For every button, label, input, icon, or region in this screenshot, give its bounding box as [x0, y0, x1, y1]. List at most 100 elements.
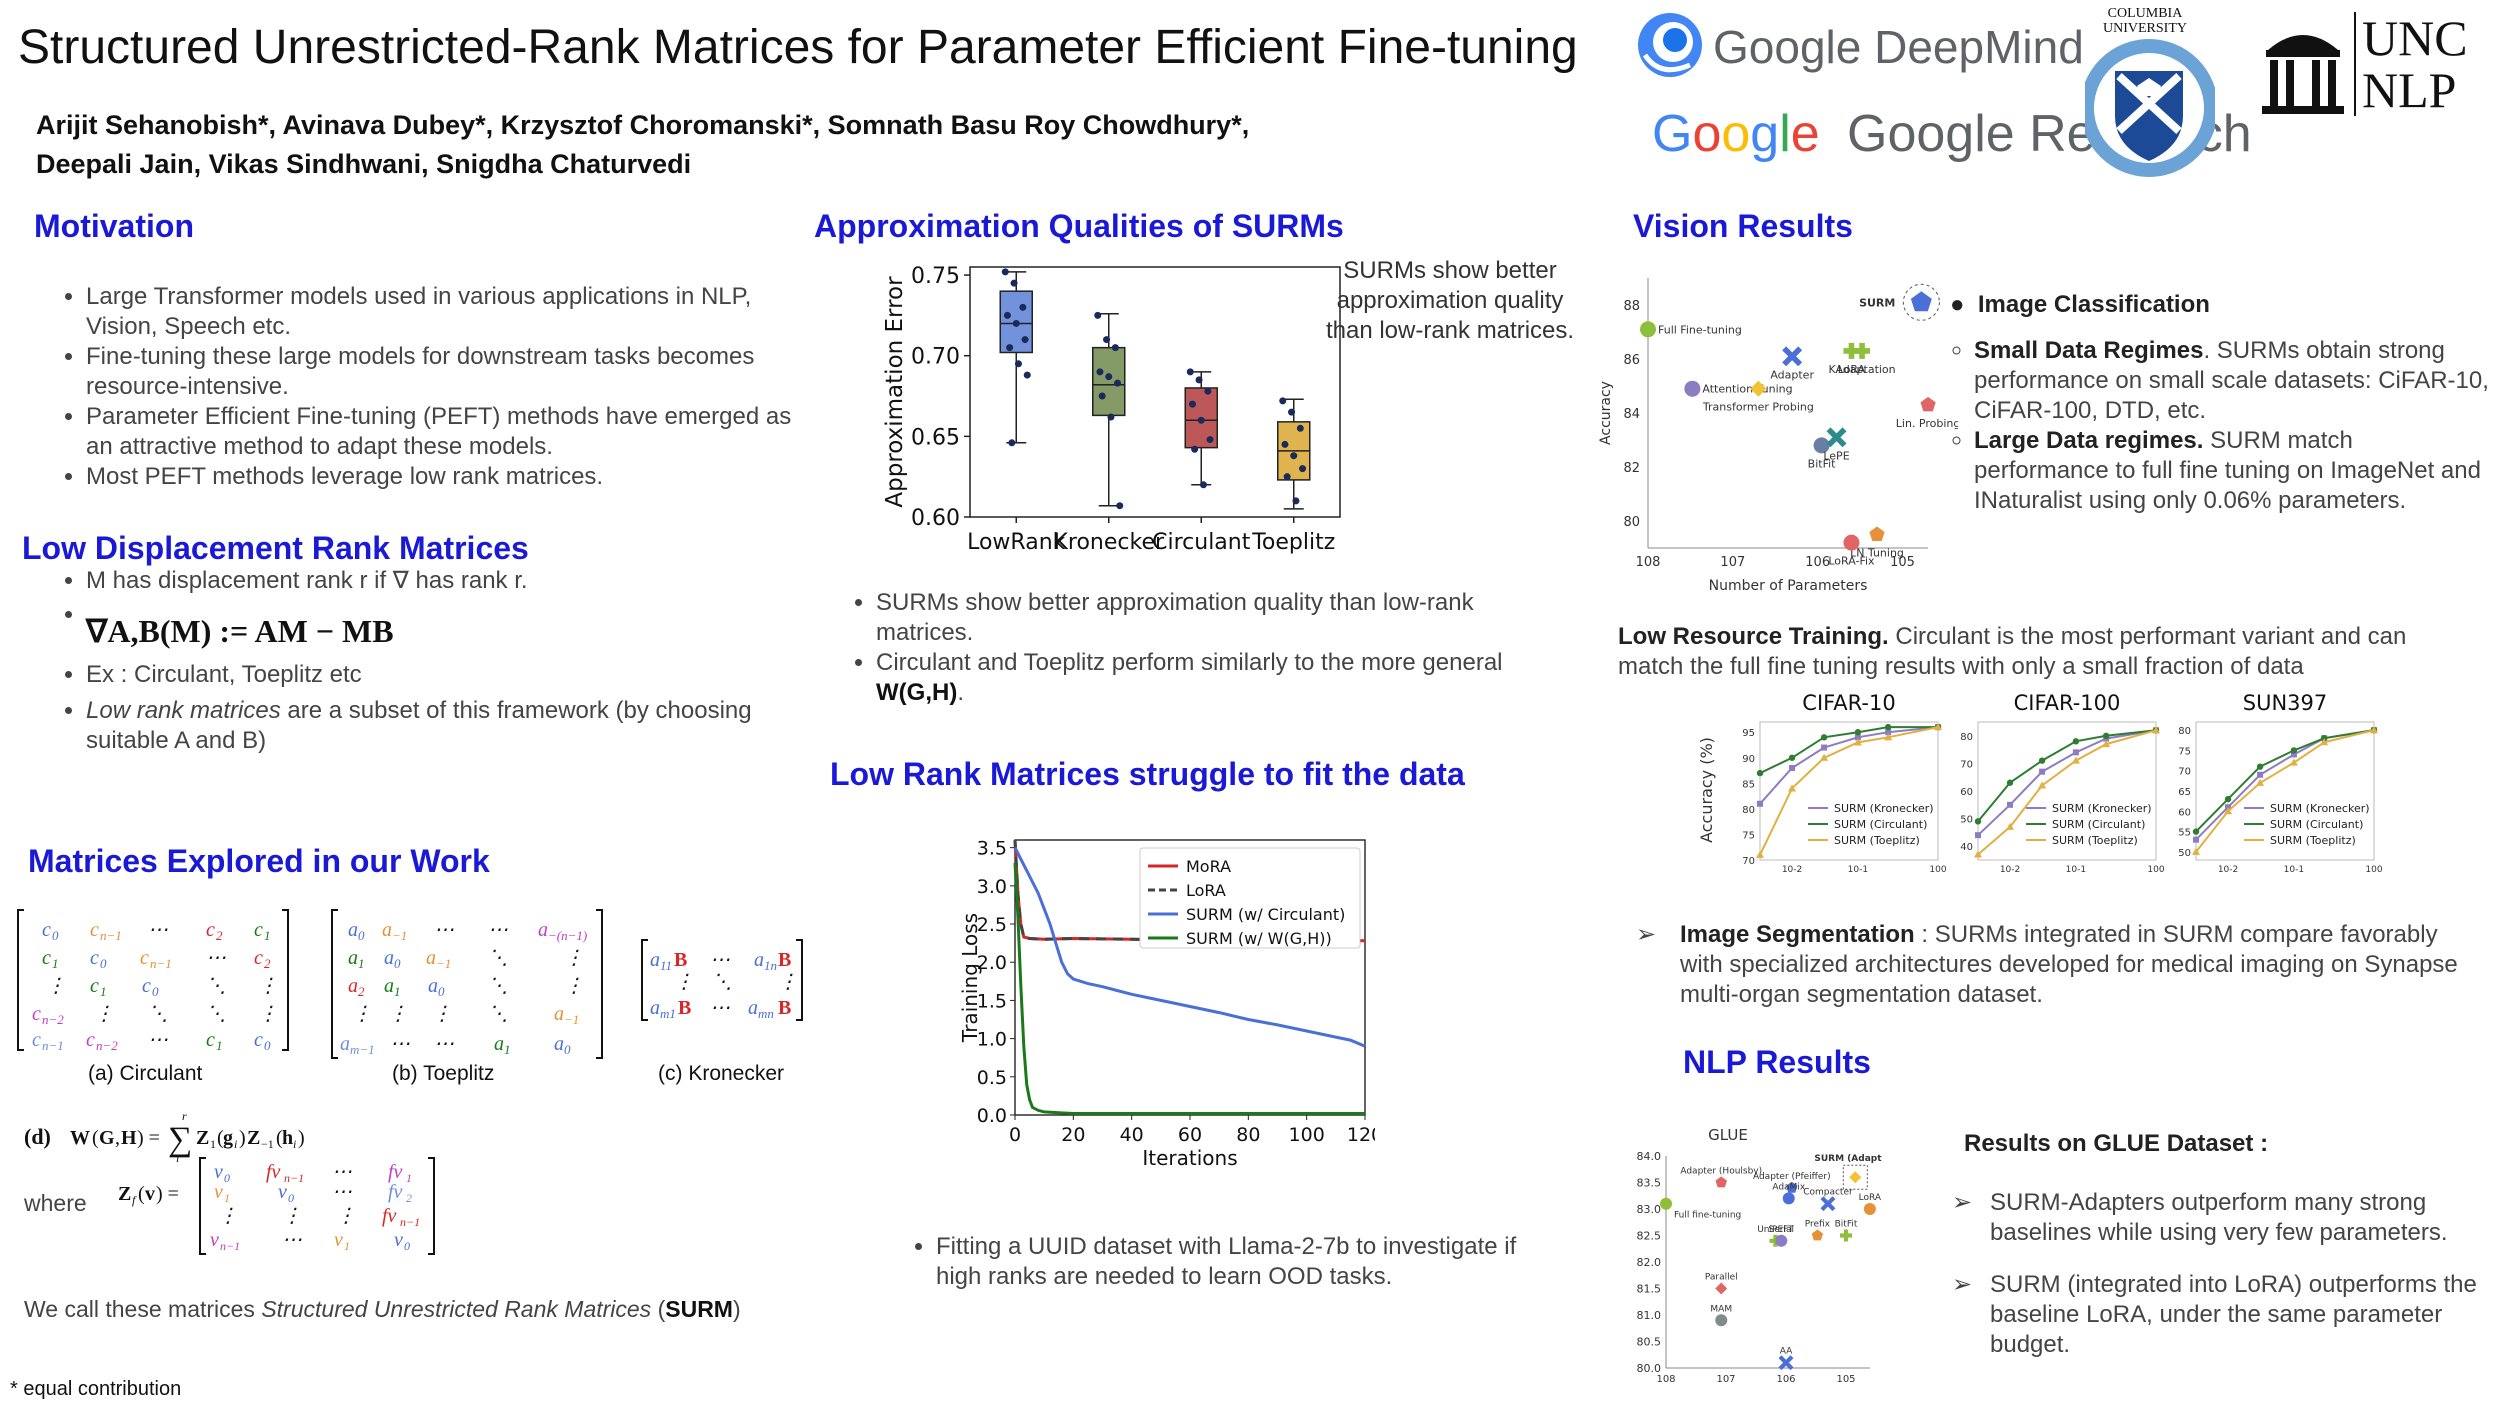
scatter-point: [1811, 1229, 1824, 1241]
series-marker: [2320, 735, 2328, 742]
svg-text:c: c: [254, 1029, 263, 1051]
svg-text:⋱: ⋱: [488, 1003, 508, 1025]
series-line: [1977, 729, 2157, 856]
plot-frame: [1977, 721, 2157, 861]
y-tick-label: 82: [1623, 461, 1640, 476]
y-tick-label: 83.0: [1637, 1203, 1662, 1216]
x-tick-label: 10-1: [1848, 865, 1868, 875]
svg-text:a: a: [748, 997, 758, 1019]
svg-text:0: 0: [564, 1042, 571, 1057]
svg-text:v: v: [278, 1181, 287, 1203]
surm-def-em: Structured Unrestricted Rank Matrices: [261, 1296, 652, 1322]
svg-text:a: a: [384, 947, 394, 969]
svg-text:⋮: ⋮: [94, 1003, 114, 1025]
series-marker: [1788, 784, 1797, 792]
svg-text:a: a: [538, 919, 548, 941]
series-marker: [2006, 779, 2014, 786]
series-line: [1759, 726, 1938, 775]
svg-text:2: 2: [216, 928, 223, 943]
svg-text:i: i: [176, 1151, 179, 1165]
scatter-label: Attention Tuning: [1702, 383, 1792, 396]
svg-text:⋱: ⋱: [712, 971, 732, 993]
scatter-point: [1684, 380, 1701, 397]
y-tick-label: 50: [2178, 848, 2191, 859]
svg-text:a: a: [348, 947, 358, 969]
series-marker: [1884, 733, 1893, 741]
svg-text:⋯: ⋯: [434, 1033, 454, 1055]
series-marker: [2006, 822, 2015, 830]
svg-text:⋮: ⋮: [336, 1205, 356, 1227]
series-marker: [1789, 765, 1796, 771]
svg-text:a: a: [650, 997, 660, 1019]
svg-text:c: c: [142, 975, 151, 997]
svg-text:⋮: ⋮: [432, 1003, 452, 1025]
scatter-label: Prefix: [1805, 1220, 1831, 1230]
box-point: [1186, 368, 1194, 376]
surm-def-prefix: We call these matrices: [24, 1296, 262, 1322]
y-tick-label: 60: [1960, 787, 1973, 798]
svg-text:0: 0: [100, 956, 107, 971]
svg-text:⋮: ⋮: [258, 1003, 278, 1025]
svg-text:n−1: n−1: [42, 1038, 64, 1053]
scatter-point: [1813, 437, 1830, 454]
box-point: [1023, 371, 1031, 379]
approx-list: SURMs show better approximation quality …: [840, 588, 1540, 708]
columbia-seal-icon: [2085, 39, 2215, 177]
lowrank-list: Fitting a UUID dataset with Llama-2-7b t…: [900, 1232, 1540, 1292]
x-tick-label: Circulant: [1152, 530, 1251, 555]
svg-text:c: c: [254, 919, 263, 941]
series-marker: [2224, 807, 2233, 815]
svg-text:1: 1: [406, 1171, 412, 1185]
y-tick-label: 60: [2178, 807, 2191, 818]
scatter-label: LN Tuning: [1850, 547, 1904, 560]
svg-text:0: 0: [358, 928, 365, 943]
svg-text:B: B: [678, 997, 691, 1019]
svg-text:a: a: [426, 947, 436, 969]
plot-frame: [969, 266, 1341, 518]
y-tick-label: 70: [1742, 856, 1755, 867]
scatter-label: SURM: [1859, 296, 1895, 309]
approx-heading: Approximation Qualities of SURMs: [814, 208, 1344, 244]
deepmind-icon: [1638, 13, 1702, 77]
x-tick-label: 80: [1236, 1124, 1260, 1146]
scatter-point: [1750, 380, 1767, 397]
svg-text:⋯: ⋯: [710, 997, 730, 1019]
series-marker: [1853, 738, 1862, 746]
y-tick-label: 0.0: [977, 1105, 1007, 1127]
series-marker: [2071, 756, 2080, 764]
ldr-item: Low rank matrices are a subset of this f…: [86, 696, 840, 756]
y-tick-label: 80.5: [1637, 1336, 1662, 1349]
y-tick-label: 1.5: [977, 990, 1007, 1012]
x-tick-label: 40: [1120, 1124, 1144, 1146]
svg-text:1: 1: [224, 1191, 230, 1205]
scatter-label: Adapter (Pfeiffer): [1753, 1172, 1831, 1182]
svg-text:i: i: [234, 1137, 237, 1151]
svg-text:1: 1: [394, 984, 401, 999]
low-resource-bold: Low Resource Training.: [1618, 623, 1889, 650]
svg-text:⋮: ⋮: [282, 1205, 302, 1227]
y-tick-label: 65: [2178, 787, 2191, 798]
scatter-point: [1715, 1314, 1728, 1327]
y-tick-label: 2.0: [977, 952, 1007, 974]
scatter-label: Full Fine-tuning: [1658, 323, 1742, 336]
svg-text:c: c: [254, 947, 263, 969]
nlp-heading: NLP Results: [1683, 1044, 1871, 1080]
series-line-2: [1013, 846, 1366, 1048]
vision-text: ● Image Classification Small Data Regime…: [1950, 290, 2490, 516]
y-tick-label: 80: [1742, 805, 1755, 816]
low-resource-charts: Accuracy (%) CIFAR-10 70 75 80 85 90 95 10-2 10-1…: [1700, 691, 2383, 875]
series-marker: [2039, 768, 2046, 775]
x-tick-label: 105: [1890, 555, 1915, 570]
box-point: [1188, 400, 1196, 408]
series-marker: [1820, 734, 1828, 741]
y-axis-label: Approximation Error: [882, 276, 908, 508]
series-marker: [2102, 740, 2111, 748]
poster-title: Structured Unrestricted-Rank Matrices fo…: [18, 21, 1578, 74]
box-point: [1111, 344, 1119, 352]
y-tick-label: 80: [1960, 732, 1973, 743]
box-point: [1199, 481, 1207, 489]
y-tick-label: 81.5: [1637, 1283, 1662, 1296]
box-point: [1098, 392, 1106, 400]
box-point: [1299, 465, 1307, 473]
